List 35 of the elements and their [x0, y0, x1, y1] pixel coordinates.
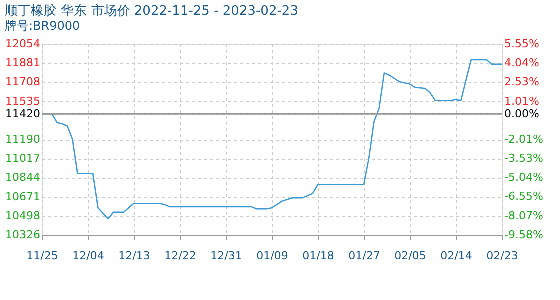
y-tick-label: 10671	[6, 190, 40, 204]
x-tick-label: 02/05	[394, 250, 426, 262]
y-tick-label: 10326	[6, 228, 40, 242]
x-tick-label: 01/27	[348, 250, 380, 262]
y2-tick-label: 0.00%	[504, 108, 540, 121]
y2-tick-label: -2.01%	[504, 132, 544, 146]
y2-tick-label: -3.53%	[504, 152, 544, 166]
y-tick-label: 11708	[6, 76, 40, 89]
x-tick-label: 12/22	[164, 250, 196, 262]
x-tick-label: 02/23	[486, 250, 518, 262]
y-tick-label: 11535	[6, 94, 40, 108]
x-tick-label: 01/18	[302, 250, 334, 262]
x-tick-label: 12/31	[210, 250, 242, 262]
y2-tick-label: -6.55%	[504, 190, 544, 204]
y2-tick-label: -9.58%	[504, 228, 544, 242]
chart-subtitle: 牌号:BR9000	[5, 19, 80, 33]
y2-tick-label: -8.07%	[504, 209, 544, 222]
y2-tick-label: -5.04%	[504, 171, 544, 184]
x-tick-label: 01/09	[256, 250, 288, 262]
x-tick-label: 12/13	[118, 250, 150, 262]
x-tick-label: 12/04	[72, 250, 104, 262]
x-tick-label: 11/25	[26, 250, 58, 262]
y2-tick-label: 4.04%	[504, 56, 540, 70]
y-tick-label: 11017	[6, 152, 40, 166]
y-tick-label: 12054	[6, 38, 40, 50]
y-tick-label: 10498	[6, 209, 40, 222]
y2-tick-label: 2.53%	[504, 76, 540, 89]
y-tick-label: 11420	[6, 108, 40, 121]
chart-title: 顺丁橡胶 华东 市场价 2022-11-25 - 2023-02-23	[5, 4, 298, 19]
y2-tick-label: 5.55%	[504, 38, 540, 50]
y-tick-label: 11881	[6, 56, 40, 70]
y-tick-label: 10844	[6, 171, 40, 184]
y2-tick-label: 1.01%	[504, 94, 540, 108]
x-tick-label: 02/14	[440, 250, 472, 262]
y-tick-label: 11190	[6, 133, 40, 146]
